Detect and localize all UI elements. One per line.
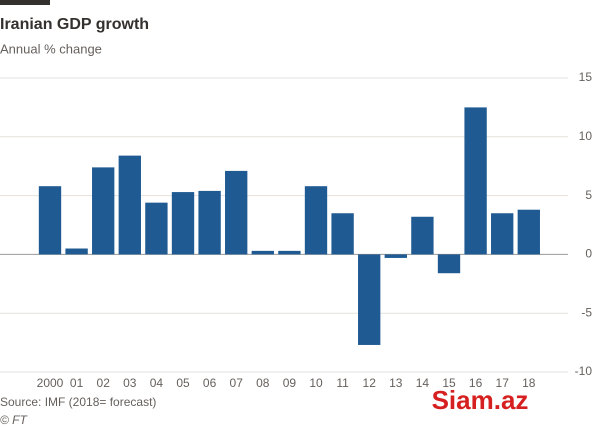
bar	[384, 254, 407, 258]
bar	[171, 192, 195, 255]
watermark: Siam.az	[432, 385, 529, 415]
y-tick-label: -10	[575, 364, 593, 378]
bar	[517, 209, 540, 255]
bar	[358, 254, 381, 345]
x-tick-label: 06	[203, 376, 217, 390]
bar	[92, 167, 115, 255]
x-tick-label: 13	[389, 376, 403, 390]
bar	[331, 213, 354, 255]
y-tick-label: 5	[585, 188, 592, 202]
bar	[251, 250, 274, 255]
bar	[437, 254, 461, 274]
bar	[304, 186, 328, 255]
bar	[464, 107, 487, 255]
x-tick-label: 18	[522, 376, 536, 390]
x-tick-label: 17	[496, 376, 510, 390]
x-tick-label: 04	[150, 376, 164, 390]
brand-bar	[0, 0, 50, 5]
bar	[198, 190, 221, 255]
y-tick-label: -5	[581, 305, 592, 319]
x-tick-label: 14	[416, 376, 430, 390]
x-tick-label: 10	[309, 376, 323, 390]
y-tick-label: 10	[579, 129, 593, 143]
y-tick-label: 0	[585, 247, 592, 261]
bar	[491, 213, 514, 255]
bar	[411, 216, 434, 255]
x-tick-label: 05	[176, 376, 190, 390]
x-tick-label: 01	[70, 376, 84, 390]
x-tick-label: 11	[336, 376, 349, 390]
x-tick-label: 12	[363, 376, 377, 390]
bar	[225, 170, 248, 255]
x-tick-label: 15	[442, 376, 456, 390]
x-tick-label: 08	[256, 376, 270, 390]
bar	[65, 248, 88, 255]
bar	[118, 155, 141, 255]
y-tick-label: 15	[579, 70, 593, 84]
x-tick-label: 09	[283, 376, 297, 390]
chart-subtitle: Annual % change	[0, 41, 102, 56]
bar	[145, 202, 168, 255]
chart-title: Iranian GDP growth	[0, 16, 149, 33]
x-tick-label: 2000	[37, 376, 64, 390]
source: Source: IMF (2018= forecast)	[0, 395, 156, 409]
x-tick-label: 07	[230, 376, 244, 390]
bar	[278, 250, 301, 255]
bar	[38, 186, 62, 255]
x-tick-label: 16	[469, 376, 483, 390]
x-tick-label: 03	[123, 376, 137, 390]
credit: © FT	[0, 413, 29, 427]
x-tick-label: 02	[97, 376, 111, 390]
